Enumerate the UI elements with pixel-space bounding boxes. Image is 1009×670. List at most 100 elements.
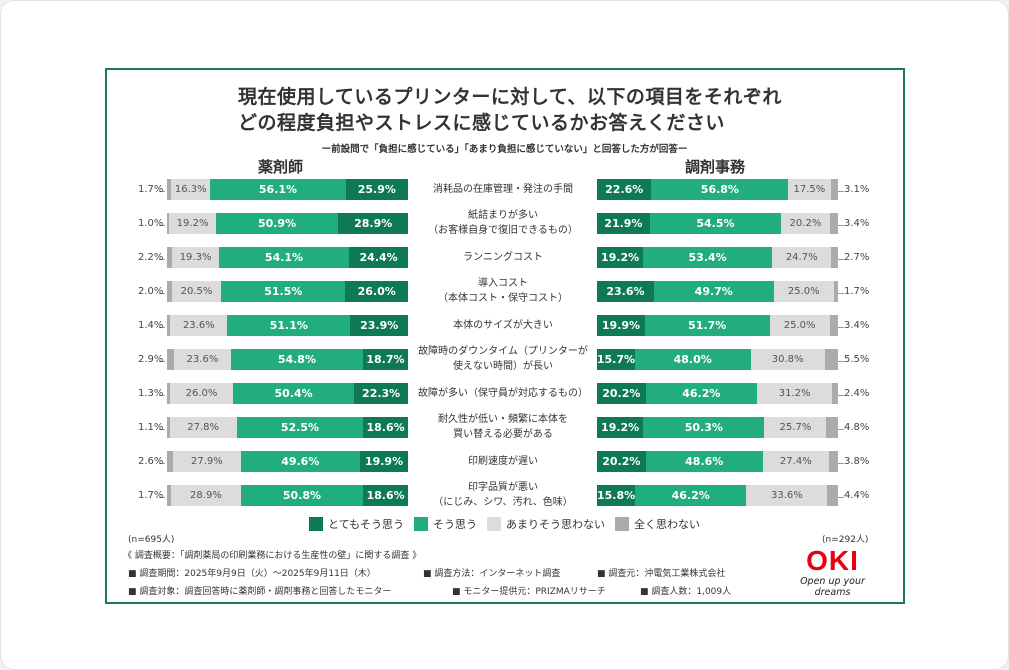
bar-segment: 22.3% [354, 382, 408, 404]
bar-segment: 50.4% [232, 382, 355, 404]
stacked-bar: 18.6% 50.8% 28.9% [167, 484, 408, 506]
bar-segment: 51.7% [644, 314, 770, 336]
leader-line [838, 191, 844, 192]
survey-overview: 《 調査概要：「調剤薬局の印刷業務における生産性の壁」に関する調査 》 [123, 551, 422, 561]
leader-line [838, 259, 844, 260]
bar-segment: 25.7% [764, 416, 827, 438]
bar-segment: 54.1% [218, 246, 350, 268]
bar-segment: 49.6% [240, 450, 361, 472]
bar-segment: 46.2% [635, 484, 747, 506]
data-label: 2.4% [844, 388, 870, 399]
data-label: 3.4% [844, 320, 870, 331]
bar-segment: 16.3% [171, 178, 211, 200]
category-label: 印刷速度が遅い [468, 455, 538, 467]
logo-text: OKI [806, 545, 859, 576]
bar-segment: 46.2% [645, 382, 757, 404]
bar-segment [830, 178, 838, 200]
bar-segment: 19.2% [597, 416, 644, 438]
bar-segment [829, 314, 838, 336]
bar-segment: 17.5% [788, 178, 831, 200]
stacked-bar: 21.9% 54.5% 20.2% [597, 212, 838, 234]
bar-segment [167, 314, 171, 336]
bar-segment [827, 484, 838, 506]
bar-segment: 27.4% [762, 450, 829, 472]
bar-segment: 50.3% [643, 416, 765, 438]
logo-tagline: Open up your dreams [800, 576, 865, 598]
category-label: 耐久性が低い・頻繁に本体を 買い替える必要がある [438, 414, 568, 440]
stacked-bar: 19.2% 53.4% 24.7% [597, 246, 838, 268]
bar-segment: 51.5% [221, 280, 346, 302]
leader-line [838, 293, 844, 294]
leader-line [838, 497, 844, 498]
stacked-bar: 24.4% 54.1% 19.3% [167, 246, 408, 268]
legend-label: 全く思わない [633, 518, 700, 531]
bar-segment [167, 450, 174, 472]
data-label: 2.0% [138, 286, 164, 297]
stacked-bar: 20.2% 48.6% 27.4% [597, 450, 838, 472]
legend-swatch [614, 517, 629, 531]
stacked-bar: 28.9% 50.9% 19.2% [167, 212, 408, 234]
bar-segment [167, 178, 172, 200]
survey-period: ■ 調査期間：2025年9月9日（火）～2025年9月11日（木） [128, 569, 376, 579]
bar-segment: 23.6% [170, 314, 228, 336]
legend-item: そう思う [413, 516, 477, 532]
legend-label: とてもそう思う [328, 518, 404, 531]
bar-segment: 26.0% [345, 280, 408, 302]
stacked-bar: 19.9% 49.6% 27.9% [167, 450, 408, 472]
bar-segment: 27.8% [169, 416, 237, 438]
bar-segment: 20.5% [171, 280, 222, 302]
stacked-bar: 23.6% 49.7% 25.0% [597, 280, 838, 302]
bar-segment: 19.9% [597, 314, 645, 336]
category-label: 故障時のダウンタイム（プリンターが 使えない時間）が長い [418, 346, 588, 372]
sample-size-clerk: (n=292人) [822, 535, 869, 545]
legend-item: あまりそう思わない [486, 516, 605, 532]
bar-segment: 25.9% [345, 178, 408, 200]
bar-segment: 53.4% [643, 246, 772, 268]
legend-item: 全く思わない [614, 516, 700, 532]
stacked-bar: 20.2% 46.2% 31.2% [597, 382, 838, 404]
bar-segment: 54.5% [649, 212, 782, 234]
bar-segment [167, 348, 174, 370]
bar-segment: 28.9% [171, 484, 241, 506]
bar-segment: 19.9% [360, 450, 408, 472]
bar-segment: 48.0% [634, 348, 751, 370]
leader-line [159, 225, 165, 226]
data-label: 1.3% [138, 388, 164, 399]
category-label: 印字品質が悪い （にじみ、シワ、汚れ、色味） [433, 482, 573, 508]
data-label: 2.9% [138, 354, 164, 365]
data-label: 1.0% [138, 218, 164, 229]
category-label: 本体のサイズが大きい [453, 319, 553, 331]
survey-provider: ■ モニター提供元：PRIZMAリサーチ [452, 587, 606, 597]
bar-segment: 30.8% [750, 348, 825, 370]
bar-segment: 27.9% [173, 450, 241, 472]
bar-segment [833, 280, 838, 302]
bar-segment: 20.2% [597, 450, 646, 472]
bar-segment: 31.2% [757, 382, 833, 404]
bar-segment [826, 416, 838, 438]
leader-line [838, 361, 844, 362]
data-label: 2.7% [844, 252, 870, 263]
bar-segment: 56.8% [651, 178, 789, 200]
leader-line [159, 327, 165, 328]
stacked-bar: 22.6% 56.8% 17.5% [597, 178, 838, 200]
leader-line [838, 429, 844, 430]
stacked-bar: 18.7% 54.8% 23.6% [167, 348, 408, 370]
bar-segment [824, 348, 838, 370]
bar-segment: 26.0% [170, 382, 233, 404]
legend: とてもそう思う そう思う あまりそう思わない 全く思わない [0, 516, 1009, 532]
survey-method: ■ 調査方法：インターネット調査 [423, 569, 561, 579]
bar-segment: 18.7% [362, 348, 408, 370]
bar-segment [167, 280, 172, 302]
legend-label: あまりそう思わない [505, 518, 605, 531]
data-label: 1.7% [844, 286, 870, 297]
chart-subtitle: ー前設問で「負担に感じている」「あまり負担に感じていない」と回答した方が回答ー [321, 144, 688, 155]
leader-line [159, 259, 165, 260]
leader-line [838, 395, 844, 396]
bar-segment [167, 382, 171, 404]
bar-segment: 49.7% [653, 280, 774, 302]
bar-segment [831, 246, 838, 268]
bar-segment: 50.9% [215, 212, 339, 234]
stacked-bar: 26.0% 51.5% 20.5% [167, 280, 408, 302]
oki-logo: OKI Open up your dreams [785, 545, 880, 599]
leader-line [159, 191, 165, 192]
